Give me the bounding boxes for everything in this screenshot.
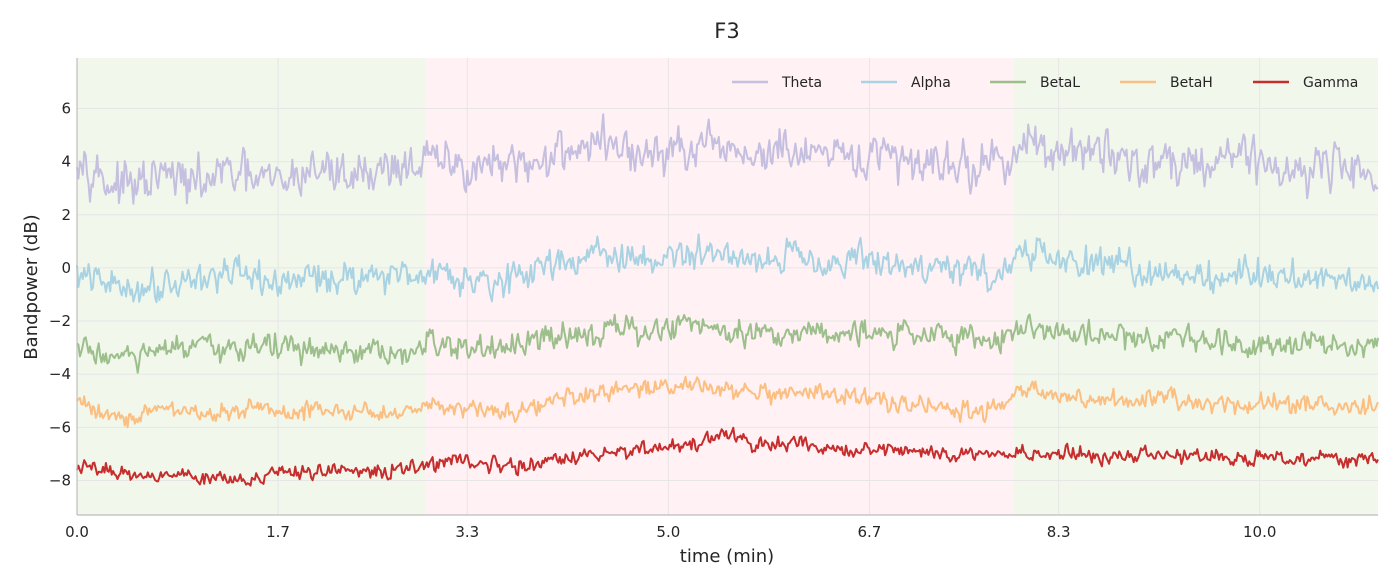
series-line-gamma bbox=[76, 426, 1379, 487]
x-tick-label: 0.0 bbox=[65, 523, 89, 541]
tick-labels: 0.0 1.7 3.3 5.0 6.7 8.3 10.0 −8 −6 −4 −2 0 2 4 6 bbox=[49, 99, 1277, 541]
x-tick-label: 1.7 bbox=[266, 523, 290, 541]
series-line-betah bbox=[76, 375, 1379, 429]
y-tick-label: 0 bbox=[61, 259, 71, 277]
x-tick-label: 3.3 bbox=[455, 523, 479, 541]
series-line-theta bbox=[76, 113, 1379, 205]
legend-label: Gamma bbox=[1303, 75, 1358, 91]
y-axis-label: Bandpower (dB) bbox=[21, 214, 42, 359]
legend-item-betah: BetaH bbox=[1120, 75, 1213, 91]
y-tick-label: −2 bbox=[49, 312, 71, 330]
legend-item-theta: Theta bbox=[732, 75, 822, 91]
axes bbox=[76, 58, 1378, 516]
x-axis-label: time (min) bbox=[680, 546, 774, 567]
series-line-alpha bbox=[76, 233, 1379, 304]
x-tick-label: 10.0 bbox=[1243, 523, 1276, 541]
y-tick-label: −6 bbox=[49, 418, 71, 436]
y-tick-label: −8 bbox=[49, 471, 71, 489]
y-tick-label: 2 bbox=[61, 206, 71, 224]
x-tick-label: 6.7 bbox=[857, 523, 881, 541]
legend: Theta Alpha BetaL BetaH Gamma bbox=[732, 75, 1358, 91]
legend-item-gamma: Gamma bbox=[1253, 75, 1358, 91]
x-tick-label: 5.0 bbox=[656, 523, 680, 541]
legend-item-betal: BetaL bbox=[990, 75, 1080, 91]
y-tick-label: 4 bbox=[61, 153, 71, 171]
legend-label: BetaL bbox=[1040, 75, 1080, 91]
y-tick-label: 6 bbox=[61, 99, 71, 117]
legend-label: Alpha bbox=[911, 75, 951, 91]
series-lines bbox=[76, 113, 1379, 487]
shaded-region-1 bbox=[425, 58, 1014, 515]
series-line-betal bbox=[76, 313, 1379, 374]
legend-item-alpha: Alpha bbox=[861, 75, 951, 91]
legend-label: BetaH bbox=[1170, 75, 1213, 91]
legend-label: Theta bbox=[781, 75, 822, 91]
y-tick-label: −4 bbox=[49, 365, 71, 383]
x-tick-label: 8.3 bbox=[1047, 523, 1071, 541]
chart-title: F3 bbox=[714, 19, 739, 43]
